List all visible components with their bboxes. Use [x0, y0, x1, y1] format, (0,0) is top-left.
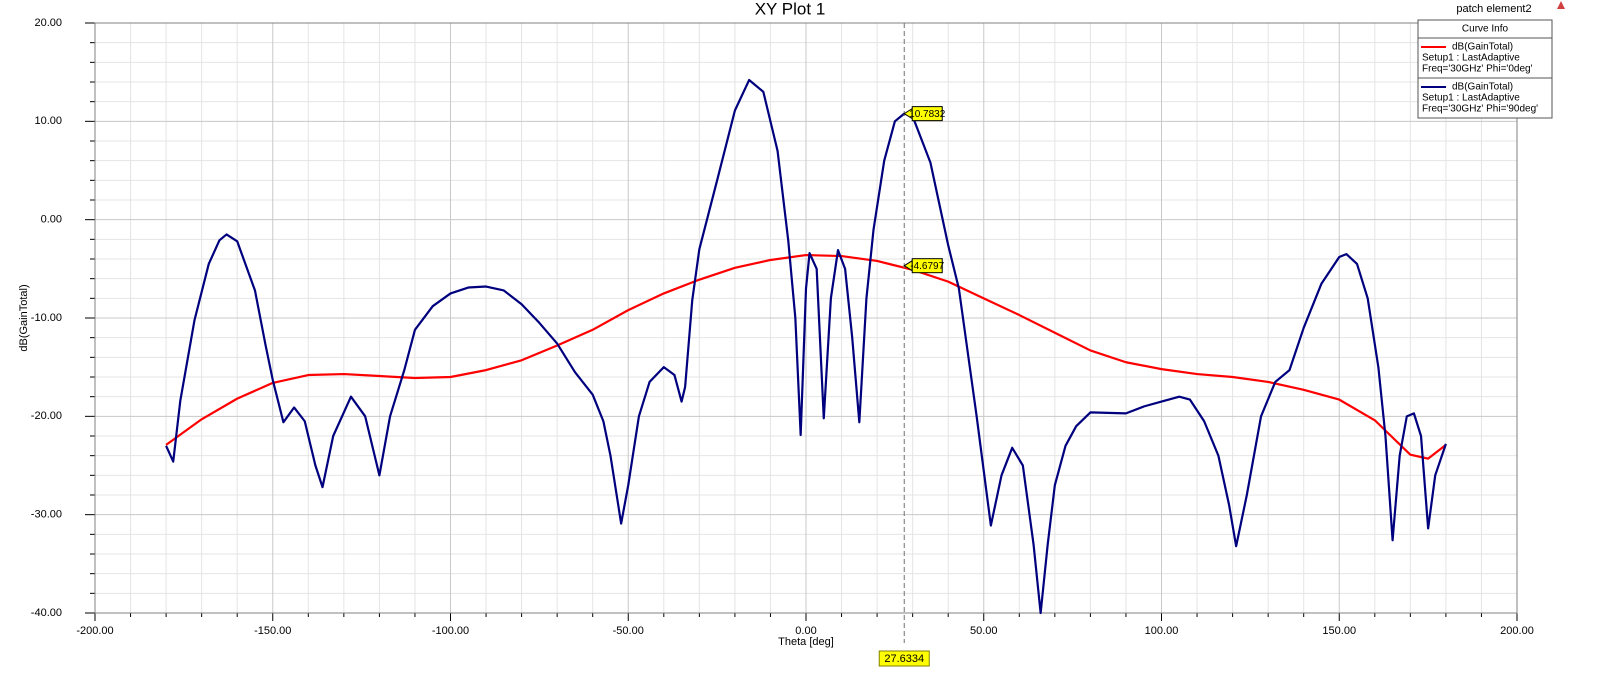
- x-tick-label: 100.00: [1145, 625, 1179, 637]
- x-tick-label: -200.00: [76, 625, 113, 637]
- y-tick-label: 10.00: [34, 115, 62, 127]
- legend-label: dB(GainTotal): [1452, 82, 1513, 93]
- x-axis-label: Theta [deg]: [778, 636, 834, 648]
- legend-label: dB(GainTotal): [1452, 42, 1513, 53]
- legend-title: Curve Info: [1462, 24, 1509, 35]
- marker-x-label: 27.6334: [884, 653, 924, 665]
- x-tick-label: 50.00: [970, 625, 998, 637]
- x-tick-label: -50.00: [613, 625, 644, 637]
- y-tick-label: -30.00: [31, 509, 62, 521]
- legend-setup: Setup1 : LastAdaptive: [1422, 93, 1520, 104]
- y-tick-label: -40.00: [31, 607, 62, 619]
- x-tick-label: 200.00: [1500, 625, 1534, 637]
- y-axis-label: dB(GainTotal): [18, 284, 30, 351]
- y-tick-label: -20.00: [31, 410, 62, 422]
- x-tick-label: -150.00: [254, 625, 291, 637]
- legend-box: [1417, 19, 1553, 119]
- y-tick-label: 0.00: [41, 214, 62, 226]
- marker-label: -4.6797: [910, 261, 944, 272]
- marker-box: [911, 258, 943, 274]
- y-tick-label: -10.00: [31, 312, 62, 324]
- legend-variation: Freq='30GHz' Phi='0deg': [1422, 64, 1533, 75]
- chart-title: XY Plot 1: [755, 0, 826, 18]
- data-line: [165, 253, 1447, 460]
- marker-x-box: [878, 650, 930, 667]
- project-name: patch element2: [1456, 3, 1531, 15]
- plot-frame: [94, 22, 1518, 614]
- data-line: [165, 78, 1447, 615]
- x-tick-label: -100.00: [432, 625, 469, 637]
- project-icon: [1557, 1, 1565, 9]
- x-tick-label: 150.00: [1322, 625, 1356, 637]
- y-tick-label: 20.00: [34, 17, 62, 29]
- marker-label: 10.7832: [909, 109, 946, 120]
- marker-box: [911, 106, 943, 122]
- legend-setup: Setup1 : LastAdaptive: [1422, 53, 1520, 64]
- x-tick-label: 0.00: [795, 625, 816, 637]
- legend-variation: Freq='30GHz' Phi='90deg': [1422, 104, 1538, 115]
